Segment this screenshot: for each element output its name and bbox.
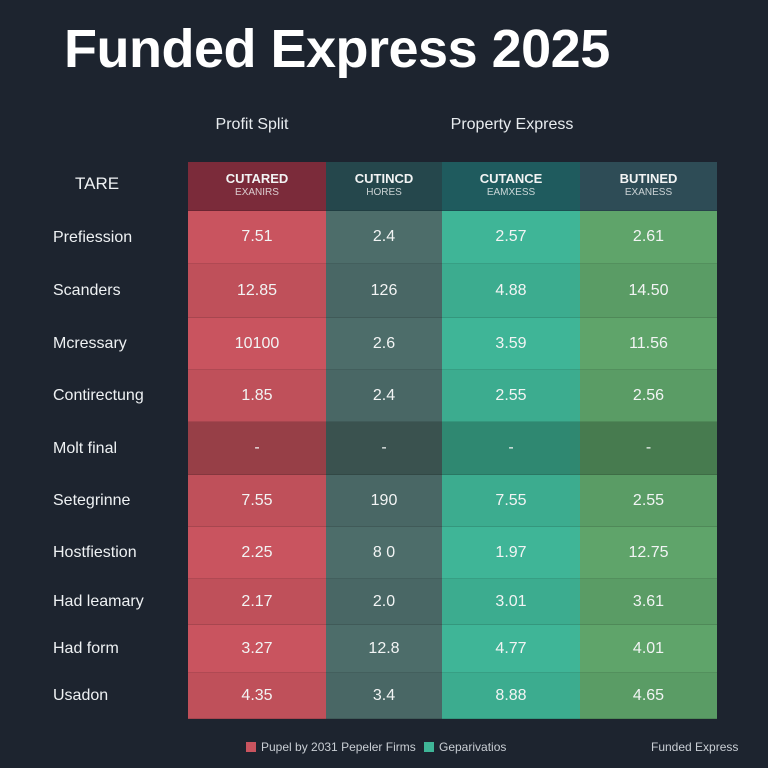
row-label: Contirectung bbox=[53, 387, 144, 404]
legend-text: Pupel by 2031 Pepeler Firms bbox=[261, 740, 416, 754]
table-cell: - bbox=[580, 422, 717, 475]
row-label: Usadon bbox=[53, 687, 109, 704]
legend-swatch bbox=[246, 742, 256, 752]
header-text: EAMXESS bbox=[486, 187, 536, 198]
legend-swatch bbox=[424, 742, 434, 752]
table-cell: - bbox=[188, 422, 326, 475]
table-cell: 10100 bbox=[188, 318, 326, 370]
legend-text: Geparivatios bbox=[439, 740, 507, 754]
footer: Funded Express bbox=[651, 740, 739, 754]
table-cell: 190 bbox=[326, 475, 442, 527]
row-label: Hostfiestion bbox=[53, 544, 137, 561]
column-header: CUTARED EXANIRS bbox=[188, 162, 326, 211]
table-cell: 4.01 bbox=[580, 625, 717, 673]
row-label: Had form bbox=[53, 640, 119, 657]
group-label: Property Express bbox=[450, 116, 574, 133]
table-cell: 4.88 bbox=[442, 264, 580, 318]
header-text: CUTARED bbox=[225, 171, 289, 186]
table-cell: 2.17 bbox=[188, 579, 326, 625]
table-cell: 3.01 bbox=[442, 579, 580, 625]
table-cell: 8 0 bbox=[326, 527, 442, 579]
row-label: Scanders bbox=[53, 282, 121, 299]
header-text: BUTINED bbox=[619, 171, 678, 186]
column-header: BUTINED EXANESS bbox=[580, 162, 717, 211]
legend-item: Pupel by 2031 Pepeler Firms bbox=[246, 740, 416, 754]
table-cell: 2.4 bbox=[326, 211, 442, 264]
table-cell: 2.55 bbox=[580, 475, 717, 527]
table-cell: 3.61 bbox=[580, 579, 717, 625]
legend-item: Geparivatios bbox=[424, 740, 506, 754]
table-cell: 12.75 bbox=[580, 527, 717, 579]
table-cell: 2.0 bbox=[326, 579, 442, 625]
group-label: Profit Split bbox=[215, 116, 289, 133]
row-label: Had leamary bbox=[53, 593, 144, 610]
table-cell: 12.8 bbox=[326, 625, 442, 673]
table-cell: 2.4 bbox=[326, 370, 442, 422]
header-text: CUTANCE bbox=[479, 171, 543, 186]
table-cell: 2.6 bbox=[326, 318, 442, 370]
row-label: Setegrinne bbox=[53, 492, 131, 509]
header-text: EXANIRS bbox=[235, 187, 279, 198]
row-label: Mcressary bbox=[53, 335, 127, 352]
column-header: CUTINCD HORES bbox=[326, 162, 442, 211]
table-cell: 126 bbox=[326, 264, 442, 318]
corner-label: TARE bbox=[75, 174, 120, 193]
table-cell: 12.85 bbox=[188, 264, 326, 318]
header-text: HORES bbox=[366, 187, 402, 198]
table-cell: 3.27 bbox=[188, 625, 326, 673]
table-cell: 4.77 bbox=[442, 625, 580, 673]
table-cell: 3.4 bbox=[326, 673, 442, 719]
table-cell: 7.51 bbox=[188, 211, 326, 264]
table-cell: 7.55 bbox=[442, 475, 580, 527]
header-text: EXANESS bbox=[624, 187, 673, 198]
table-cell: 2.56 bbox=[580, 370, 717, 422]
table-cell: 4.65 bbox=[580, 673, 717, 719]
column-header: CUTANCE EAMXESS bbox=[442, 162, 580, 211]
row-label: Prefiession bbox=[53, 228, 133, 246]
table-cell: 1.97 bbox=[442, 527, 580, 579]
table-cell: 1.85 bbox=[188, 370, 326, 422]
header-text: CUTINCD bbox=[354, 171, 414, 186]
table-cell: - bbox=[326, 422, 442, 475]
table-cell: 11.56 bbox=[580, 318, 717, 370]
table-cell: 14.50 bbox=[580, 264, 717, 318]
table-cell: - bbox=[442, 422, 580, 475]
row-label: Molt final bbox=[53, 439, 118, 457]
title: Funded Express 2025 bbox=[64, 19, 610, 79]
table-cell: 4.35 bbox=[188, 673, 326, 719]
table-cell: 2.57 bbox=[442, 211, 580, 264]
table-cell: 7.55 bbox=[188, 475, 326, 527]
table-cell: 2.55 bbox=[442, 370, 580, 422]
table-cell: 8.88 bbox=[442, 673, 580, 719]
table-cell: 2.61 bbox=[580, 211, 717, 264]
table-cell: 2.25 bbox=[188, 527, 326, 579]
table-cell: 3.59 bbox=[442, 318, 580, 370]
